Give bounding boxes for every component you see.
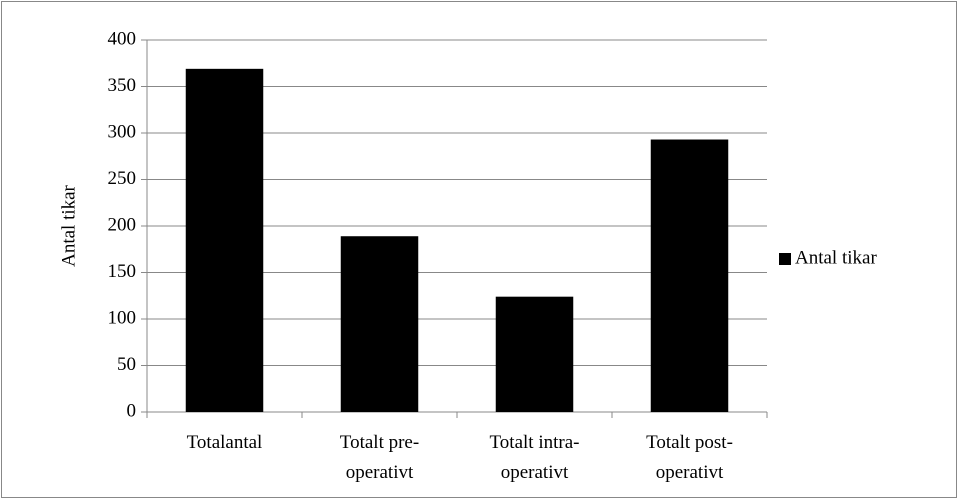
y-tick-label: 150 [108, 261, 137, 282]
x-tick-label: Totalt intra-operativt [489, 432, 580, 483]
legend-swatch [779, 253, 791, 265]
x-tick-label: Totalt post-operativt [646, 432, 733, 483]
bar [495, 296, 574, 412]
y-tick-label: 200 [108, 214, 137, 235]
y-tick-label: 50 [117, 354, 136, 375]
bar [650, 139, 729, 412]
y-axis-label: Antal tikar [58, 184, 79, 266]
y-tick-label: 0 [127, 400, 137, 421]
y-tick-label: 250 [108, 168, 137, 189]
x-tick-label: Totalantal [186, 432, 263, 453]
bar [185, 68, 264, 412]
y-tick-label: 400 [108, 28, 137, 49]
legend-label: Antal tikar [795, 247, 877, 268]
x-tick-label: Totalt pre-operativt [339, 432, 420, 483]
y-tick-label: 300 [108, 121, 137, 142]
y-tick-label: 100 [108, 307, 137, 328]
y-tick-label: 350 [108, 75, 137, 96]
bar [340, 236, 419, 412]
